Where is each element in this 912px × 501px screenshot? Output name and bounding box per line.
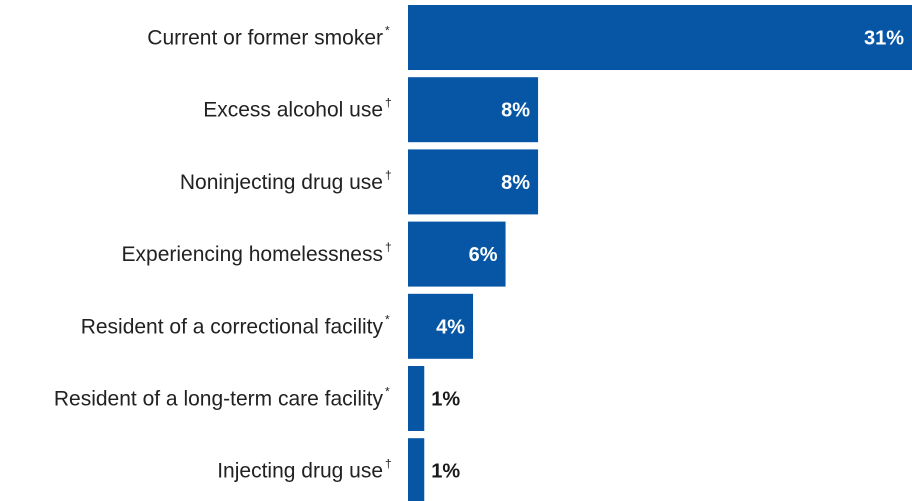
footnote-mark: † bbox=[385, 240, 392, 254]
bar-0 bbox=[408, 5, 912, 70]
value-label: 1% bbox=[431, 461, 460, 483]
bar-5 bbox=[408, 366, 425, 431]
bar-2 bbox=[408, 149, 539, 215]
category-label: Excess alcohol use bbox=[203, 99, 383, 122]
footnote-mark: * bbox=[385, 312, 390, 326]
value-label: 4% bbox=[436, 316, 465, 338]
footnote-mark: † bbox=[385, 168, 392, 182]
bar-3 bbox=[408, 221, 506, 287]
value-label: 31% bbox=[864, 28, 904, 50]
value-label: 8% bbox=[501, 100, 530, 122]
footnote-mark: * bbox=[385, 24, 390, 38]
category-label: Resident of a correctional facility bbox=[81, 315, 384, 338]
bar-6 bbox=[408, 438, 425, 501]
category-label: Current or former smoker bbox=[147, 27, 383, 50]
category-label: Noninjecting drug use bbox=[180, 171, 383, 194]
bars bbox=[408, 5, 912, 501]
value-label: 6% bbox=[469, 244, 498, 266]
category-label: Injecting drug use bbox=[217, 460, 383, 483]
category-label: Resident of a long-term care facility bbox=[54, 388, 384, 411]
bar-4 bbox=[408, 293, 474, 359]
value-label: 8% bbox=[501, 172, 530, 194]
category-labels: Current or former smoker *Excess alcohol … bbox=[54, 24, 392, 483]
footnote-mark: * bbox=[385, 385, 390, 399]
value-labels: 31% 8% 8% 6% 4% 1% 1% bbox=[431, 28, 904, 483]
bar-1 bbox=[408, 77, 539, 143]
category-label: Experiencing homelessness bbox=[122, 243, 383, 266]
value-label: 1% bbox=[431, 389, 460, 411]
footnote-mark: † bbox=[385, 457, 392, 471]
footnote-mark: † bbox=[385, 96, 392, 110]
